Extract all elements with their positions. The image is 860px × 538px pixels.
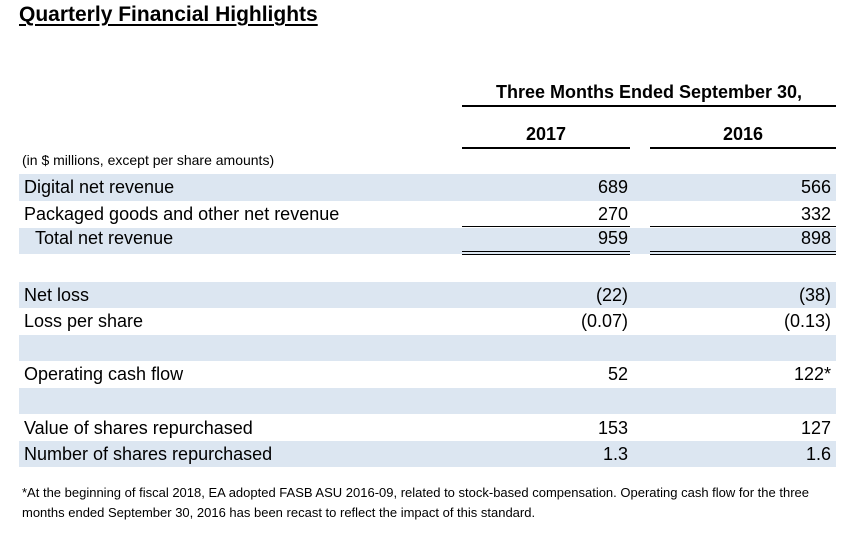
total-double-rule <box>462 251 630 255</box>
row-band <box>19 388 836 414</box>
row-label-packaged-goods: Packaged goods and other net revenue <box>24 204 340 224</box>
row-band <box>19 174 836 201</box>
units-note: (in $ millions, except per share amounts… <box>22 152 275 168</box>
value-2016-digital-net-revenue: 566 <box>800 177 831 197</box>
value-2016-net-loss: (38) <box>798 285 831 305</box>
row-label-total-net-revenue: Total net revenue <box>35 228 174 248</box>
value-2017-value-shares-repurchased: 153 <box>597 418 628 438</box>
row-label-number-shares-repurchased: Number of shares repurchased <box>24 444 273 464</box>
value-2016-number-shares-repurchased: 1.6 <box>805 444 831 464</box>
row-band <box>19 335 836 361</box>
row-band <box>19 282 836 308</box>
value-2017-loss-per-share: (0.07) <box>580 311 628 331</box>
value-2016-value-shares-repurchased: 127 <box>800 418 831 438</box>
value-2017-operating-cash-flow: 52 <box>607 364 628 384</box>
footnote: *At the beginning of fiscal 2018, EA ado… <box>22 485 809 520</box>
subtotal-rule <box>650 226 836 227</box>
page-title: Quarterly Financial Highlights <box>19 3 318 26</box>
year-2016-header: 2016 <box>650 124 836 149</box>
row-label-value-shares-repurchased: Value of shares repurchased <box>24 418 253 438</box>
value-2016-operating-cash-flow: 122* <box>793 364 831 384</box>
subtotal-rule <box>462 226 630 227</box>
value-2016-loss-per-share: (0.13) <box>783 311 831 331</box>
row-band <box>19 441 836 467</box>
value-2017-packaged-goods: 270 <box>597 204 628 224</box>
row-label-loss-per-share: Loss per share <box>24 311 144 331</box>
value-2016-packaged-goods: 332 <box>800 204 831 224</box>
value-2016-total-net-revenue: 898 <box>800 228 831 248</box>
year-2017-header: 2017 <box>462 124 630 149</box>
value-2017-net-loss: (22) <box>595 285 628 305</box>
total-double-rule <box>650 251 836 255</box>
row-label-digital-net-revenue: Digital net revenue <box>24 177 175 197</box>
value-2017-number-shares-repurchased: 1.3 <box>602 444 628 464</box>
row-label-operating-cash-flow: Operating cash flow <box>24 364 184 384</box>
row-label-net-loss: Net loss <box>24 285 90 305</box>
row-band <box>19 228 836 254</box>
period-header: Three Months Ended September 30, <box>462 82 836 107</box>
value-2017-digital-net-revenue: 689 <box>597 177 628 197</box>
value-2017-total-net-revenue: 959 <box>597 228 628 248</box>
